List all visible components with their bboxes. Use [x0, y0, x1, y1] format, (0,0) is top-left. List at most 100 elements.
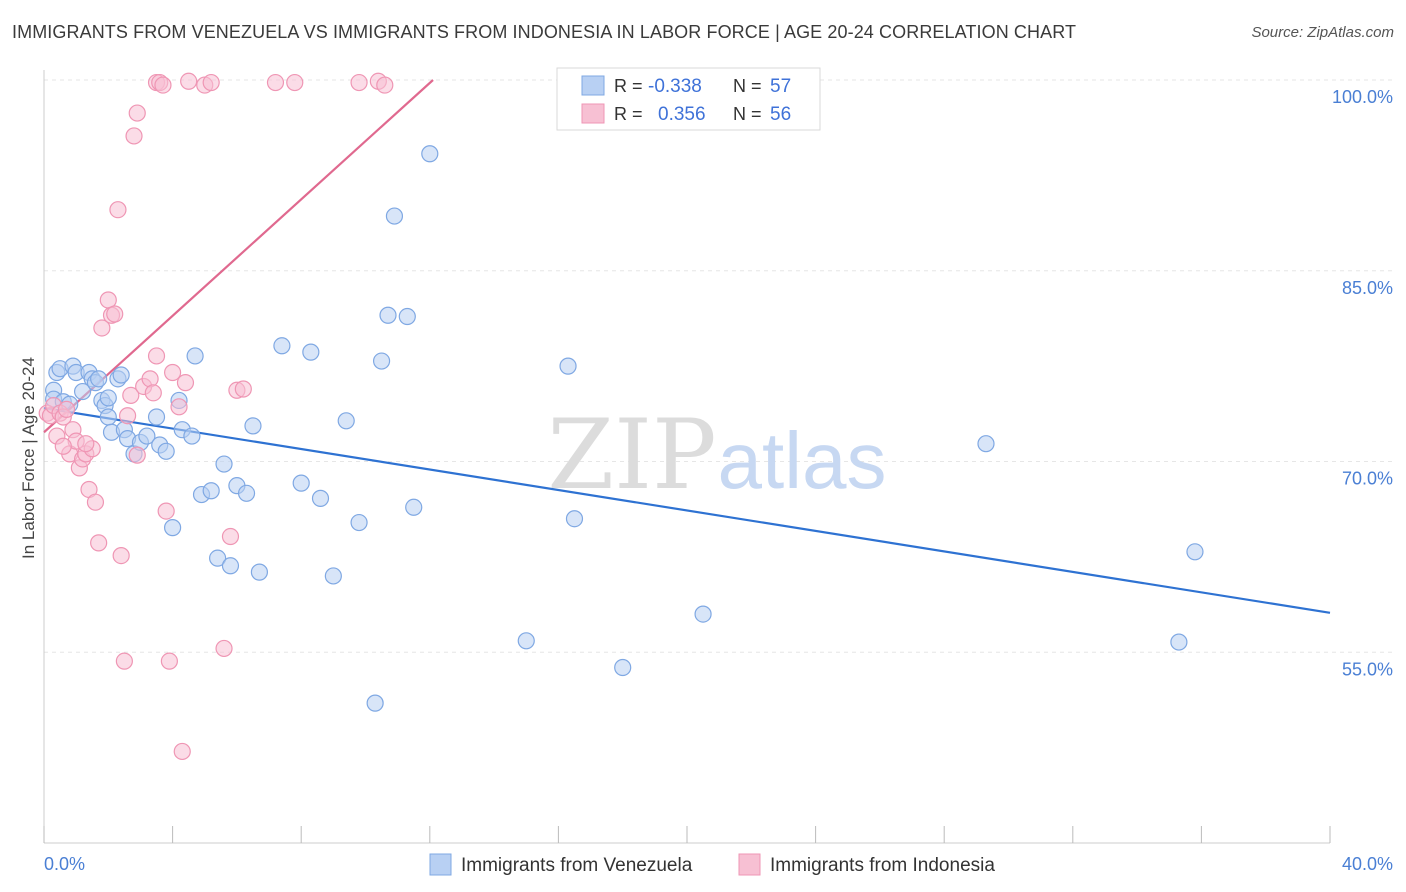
- point-venezuela-55: [421, 145, 439, 163]
- point-venezuela-34: [202, 482, 220, 500]
- point-venezuela-54: [405, 498, 423, 516]
- point-indonesia-55: [147, 347, 166, 365]
- point-venezuela-27: [157, 442, 175, 460]
- point-venezuela-45: [311, 489, 330, 507]
- legend-r-label-blue: R =: [614, 76, 643, 96]
- point-indonesia-26: [125, 127, 143, 145]
- point-venezuela-35: [209, 549, 227, 567]
- series-legend-label-venezuela: Immigrants from Venezuela: [461, 855, 693, 876]
- legend-r-value-blue: -0.338: [648, 76, 702, 97]
- legend-n-value-pink: 56: [770, 104, 791, 125]
- series-legend-swatch-venezuela: [429, 853, 452, 876]
- point-indonesia-22: [112, 547, 130, 565]
- point-venezuela-59: [614, 658, 632, 677]
- point-indonesia-44: [221, 527, 240, 546]
- legend-swatch-blue: [581, 75, 605, 96]
- point-venezuela-24: [138, 427, 156, 445]
- point-indonesia-53: [77, 435, 95, 453]
- stats-legend: R = -0.338 N = 57 R = 0.356 N = 56: [556, 67, 821, 131]
- point-venezuela-15: [99, 389, 117, 407]
- point-indonesia-46: [234, 380, 252, 398]
- point-indonesia-49: [350, 73, 368, 92]
- point-venezuela-36: [215, 455, 233, 473]
- x-tick-label-1: 40.0%: [1342, 854, 1393, 874]
- watermark-zip: ZIP: [547, 399, 716, 511]
- y-tick-label-1: 70.0%: [1342, 469, 1393, 489]
- point-venezuela-58: [565, 510, 584, 528]
- point-indonesia-16: [90, 534, 108, 552]
- point-venezuela-44: [302, 343, 320, 361]
- point-indonesia-17: [93, 319, 111, 337]
- point-venezuela-47: [337, 412, 355, 430]
- point-indonesia-23: [115, 652, 133, 670]
- point-indonesia-52: [128, 446, 146, 464]
- point-indonesia-54: [54, 437, 72, 455]
- point-venezuela-46: [324, 567, 342, 585]
- point-venezuela-8: [73, 382, 92, 401]
- point-venezuela-62: [1170, 633, 1188, 651]
- point-venezuela-16: [99, 408, 117, 426]
- point-venezuela-40: [244, 417, 262, 435]
- y-tick-label-3: 100.0%: [1332, 87, 1393, 107]
- point-indonesia-40: [180, 72, 198, 90]
- point-venezuela-32: [186, 347, 204, 365]
- point-indonesia-33: [154, 76, 172, 94]
- point-venezuela-31: [183, 427, 201, 445]
- legend-r-value-pink: 0.356: [658, 104, 706, 125]
- y-tick-label-2: 85.0%: [1342, 278, 1393, 298]
- trend-lines: [43, 79, 1331, 614]
- point-indonesia-38: [173, 742, 191, 761]
- point-indonesia-37: [170, 398, 188, 416]
- point-indonesia-43: [215, 639, 233, 658]
- point-venezuela-49: [366, 694, 384, 712]
- point-indonesia-47: [266, 73, 285, 92]
- point-venezuela-28: [164, 519, 182, 537]
- legend-n-label-pink: N =: [733, 104, 762, 124]
- point-indonesia-48: [286, 73, 304, 92]
- point-venezuela-57: [559, 357, 577, 375]
- y-axis-label: In Labor Force | Age 20-24: [19, 357, 38, 559]
- point-venezuela-51: [379, 306, 397, 324]
- x-tick-label-0: 0.0%: [44, 854, 85, 874]
- point-indonesia-24: [118, 407, 137, 425]
- point-venezuela-37: [221, 557, 240, 575]
- data-points: [38, 72, 1204, 761]
- point-venezuela-25: [147, 408, 166, 426]
- point-venezuela-53: [398, 307, 416, 326]
- point-indonesia-42: [202, 73, 220, 92]
- trend-line-indonesia: [43, 79, 434, 434]
- watermark: ZIP atlas: [547, 399, 886, 511]
- series-legend: Immigrants from Venezuela Immigrants fro…: [429, 853, 995, 876]
- point-indonesia-39: [176, 374, 195, 392]
- y-tick-labels: 55.0% 70.0% 85.0% 100.0%: [1332, 87, 1393, 679]
- point-indonesia-29: [141, 370, 159, 388]
- legend-swatch-pink: [581, 103, 605, 124]
- point-venezuela-42: [273, 337, 291, 355]
- point-venezuela-19: [112, 366, 130, 384]
- series-legend-label-indonesia: Immigrants from Indonesia: [770, 855, 995, 876]
- x-tick-labels: 0.0% 40.0%: [44, 854, 1393, 874]
- point-indonesia-27: [128, 104, 146, 122]
- point-indonesia-15: [86, 493, 105, 511]
- legend-r-label-pink: R =: [614, 104, 643, 124]
- point-indonesia-6: [57, 400, 76, 418]
- axes: [43, 70, 1331, 844]
- point-indonesia-34: [157, 502, 175, 520]
- source-credit: Source: ZipAtlas.com: [1251, 24, 1394, 41]
- point-venezuela-60: [694, 605, 712, 623]
- point-venezuela-50: [372, 352, 391, 370]
- trend-line-venezuela: [43, 407, 1331, 614]
- watermark-atlas: atlas: [718, 416, 887, 505]
- legend-n-label-blue: N =: [733, 76, 762, 96]
- chart-title: IMMIGRANTS FROM VENEZUELA VS IMMIGRANTS …: [12, 22, 1077, 42]
- legend-n-value-blue: 57: [770, 76, 791, 97]
- point-indonesia-36: [164, 363, 182, 382]
- grid-lines: [44, 79, 1394, 653]
- point-venezuela-63: [1186, 543, 1204, 561]
- point-venezuela-43: [292, 474, 310, 492]
- point-venezuela-48: [350, 513, 368, 532]
- point-indonesia-51: [376, 76, 394, 94]
- point-indonesia-25: [122, 386, 140, 404]
- point-indonesia-30: [144, 384, 162, 402]
